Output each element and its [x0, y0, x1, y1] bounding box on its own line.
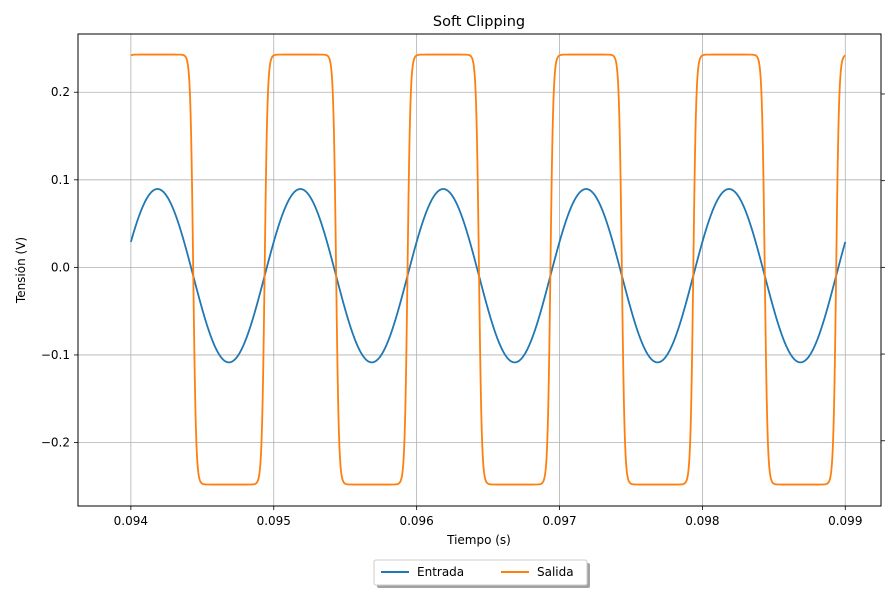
x-tick-label: 0.099 — [828, 514, 862, 528]
x-tick-label: 0.094 — [114, 514, 148, 528]
y-tick-label: 0.2 — [51, 85, 70, 99]
y-axis-label: Tensión (V) — [14, 237, 28, 304]
series-line-entrada — [130, 188, 847, 364]
series-line-salida — [130, 53, 846, 486]
y-tick-label: 0.0 — [51, 260, 70, 274]
x-tick-label: 0.095 — [257, 514, 291, 528]
series-layer — [130, 53, 847, 486]
legend-label-entrada: Entrada — [417, 565, 464, 579]
x-tick-label: 0.097 — [542, 514, 576, 528]
right-axis-ticks — [881, 93, 885, 442]
plot-frame — [77, 33, 882, 507]
x-tick-label: 0.096 — [399, 514, 433, 528]
plot-area — [77, 33, 882, 507]
legend-label-salida: Salida — [537, 565, 574, 579]
y-tick-label: −0.2 — [41, 436, 70, 450]
legend: Entrada Salida — [373, 559, 590, 588]
y-tick-label: −0.1 — [41, 348, 70, 362]
y-tick-label: 0.1 — [51, 173, 70, 187]
x-axis-label: Tiempo (s) — [446, 533, 511, 547]
legend-box — [373, 559, 588, 586]
x-tick-label: 0.098 — [685, 514, 719, 528]
y-axis: −0.2 −0.1 0.0 0.1 0.2 — [41, 85, 78, 450]
x-axis: 0.094 0.095 0.096 0.097 0.098 0.099 — [114, 506, 862, 528]
chart-title: Soft Clipping — [433, 14, 525, 30]
